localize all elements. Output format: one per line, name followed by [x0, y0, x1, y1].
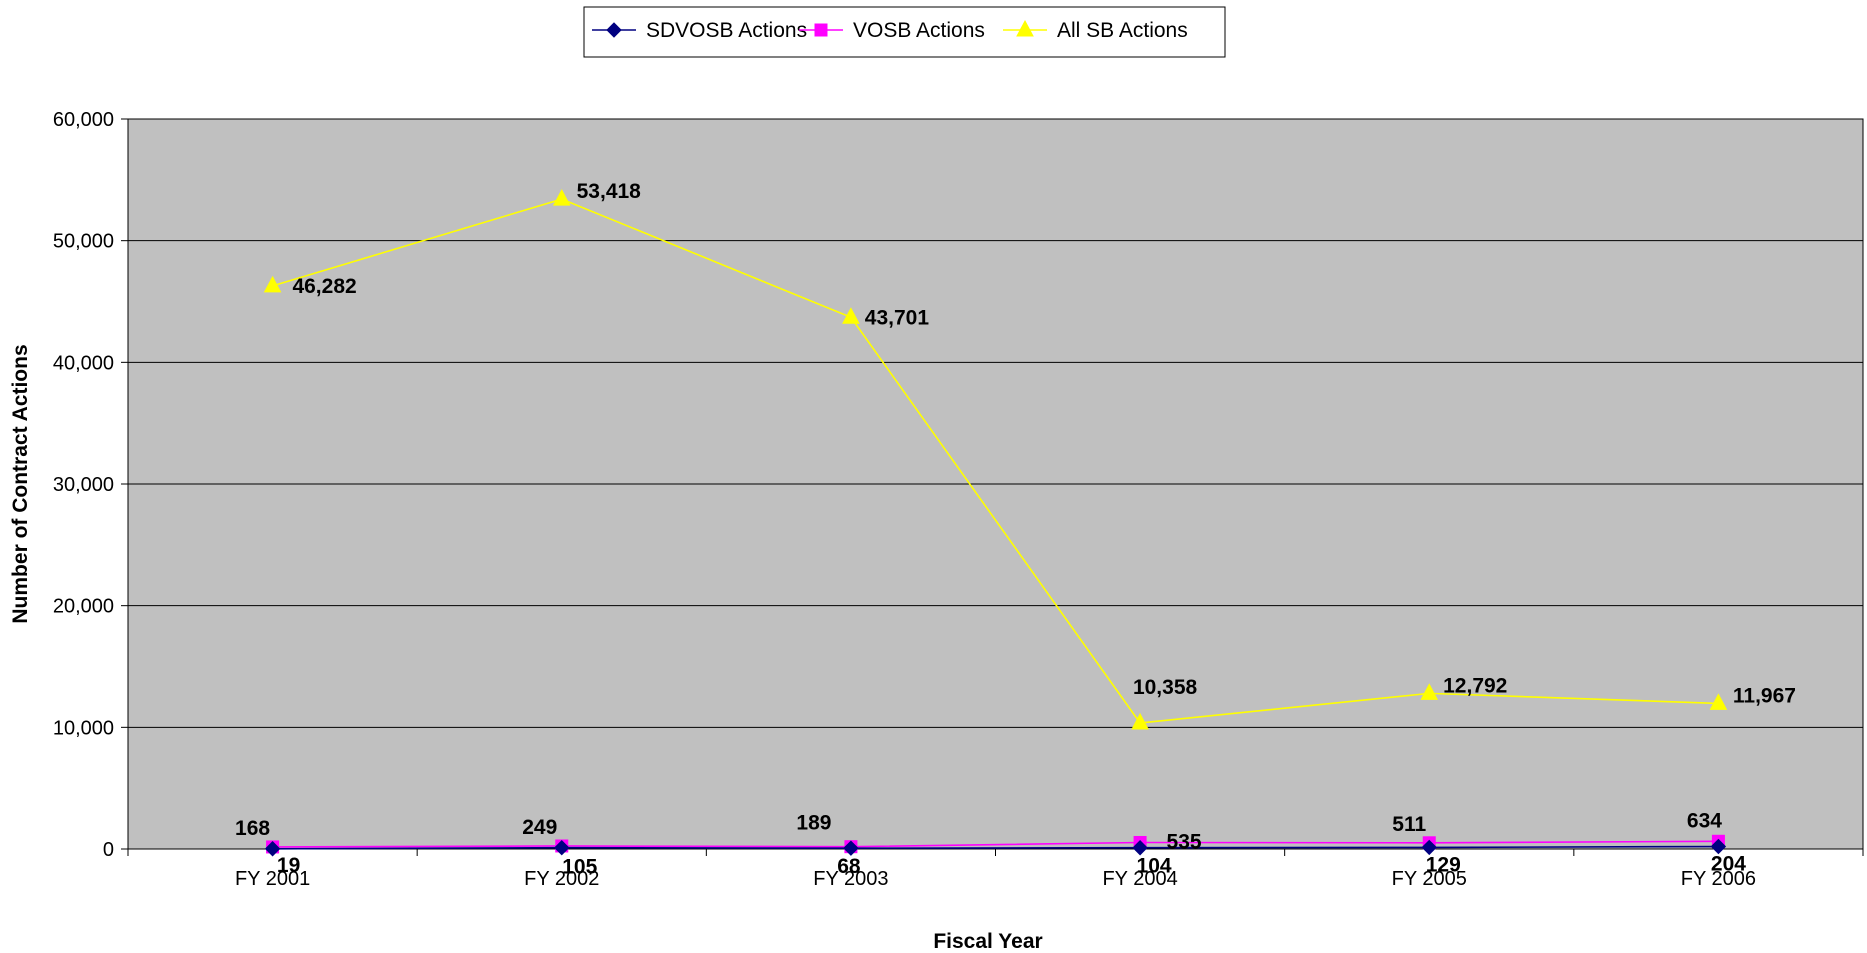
data-point	[1710, 838, 1727, 855]
data-label: 634	[1687, 809, 1722, 832]
data-point	[554, 840, 570, 856]
x-tick-label: FY 2006	[1681, 868, 1756, 890]
y-axis-title: Number of Contract Actions	[9, 344, 32, 623]
data-label: 189	[796, 812, 831, 835]
legend-marker	[606, 22, 622, 38]
y-axis-ticks: 0 10,000 20,000 30,000 40,000 50,000 60,000	[53, 109, 128, 861]
x-axis-ticks: FY 2001 FY 2002 FY 2003 FY 2004 FY 2005 FY 20…	[127, 849, 1864, 890]
data-label: 104	[1137, 855, 1172, 878]
data-label: 129	[1426, 853, 1461, 876]
data-label: 19	[277, 854, 300, 877]
data-label: 68	[837, 855, 861, 878]
data-label: 249	[522, 816, 557, 839]
data-point	[1420, 683, 1439, 700]
data-point	[1421, 839, 1437, 856]
y-tick-label: 10,000	[53, 717, 114, 739]
data-label: 511	[1392, 813, 1426, 836]
data-label: 168	[235, 817, 270, 840]
data-label: 105	[562, 856, 597, 879]
x-tick-label: FY 2001	[235, 868, 310, 890]
data-point	[552, 189, 571, 206]
data-point	[842, 307, 860, 324]
data-point	[1131, 712, 1149, 730]
data-label: 46,282	[292, 275, 356, 298]
data-labels: 19 105 68 104 129 204 168 249 189 535 511 634 46,282…	[235, 180, 1796, 879]
data-label: 53,418	[577, 180, 642, 203]
y-tick-label: 30,000	[53, 474, 114, 496]
legend-label: VOSB Actions	[853, 19, 985, 42]
gridlines	[128, 240, 1863, 728]
x-tick-label: FY 2005	[1392, 868, 1467, 890]
data-point	[264, 841, 281, 857]
series-line	[272, 845, 1719, 850]
data-label: 12,792	[1443, 674, 1507, 697]
series-line	[272, 198, 1719, 724]
x-tick-label: FY 2004	[1102, 868, 1177, 890]
y-tick-label: 60,000	[53, 109, 114, 131]
legend-label: All SB Actions	[1057, 19, 1188, 42]
data-label: 10,358	[1133, 676, 1198, 699]
y-tick-label: 20,000	[53, 596, 114, 618]
data-point	[1709, 693, 1728, 710]
x-tick-label: FY 2002	[524, 868, 599, 890]
data-label: 535	[1167, 830, 1202, 853]
data-point	[1132, 840, 1148, 856]
data-label: 11,967	[1733, 684, 1796, 707]
legend-label: SDVOSB Actions	[646, 19, 807, 42]
y-tick-label: 50,000	[53, 231, 114, 253]
data-point	[263, 275, 282, 293]
y-tick-label: 0	[103, 839, 114, 861]
legend: SDVOSB Actions VOSB Actions All SB Actions	[583, 6, 1226, 58]
legend-marker	[1016, 19, 1034, 37]
x-tick-label: FY 2003	[813, 868, 888, 890]
series-layer	[263, 189, 1728, 857]
data-point	[843, 840, 859, 856]
x-axis-title: Fiscal Year	[933, 930, 1042, 953]
legend-box	[583, 6, 1226, 58]
data-label: 204	[1711, 853, 1746, 876]
series-line	[272, 840, 1719, 848]
data-label: 43,701	[865, 306, 930, 329]
legend-marker	[814, 23, 828, 37]
y-tick-label: 40,000	[53, 352, 114, 374]
